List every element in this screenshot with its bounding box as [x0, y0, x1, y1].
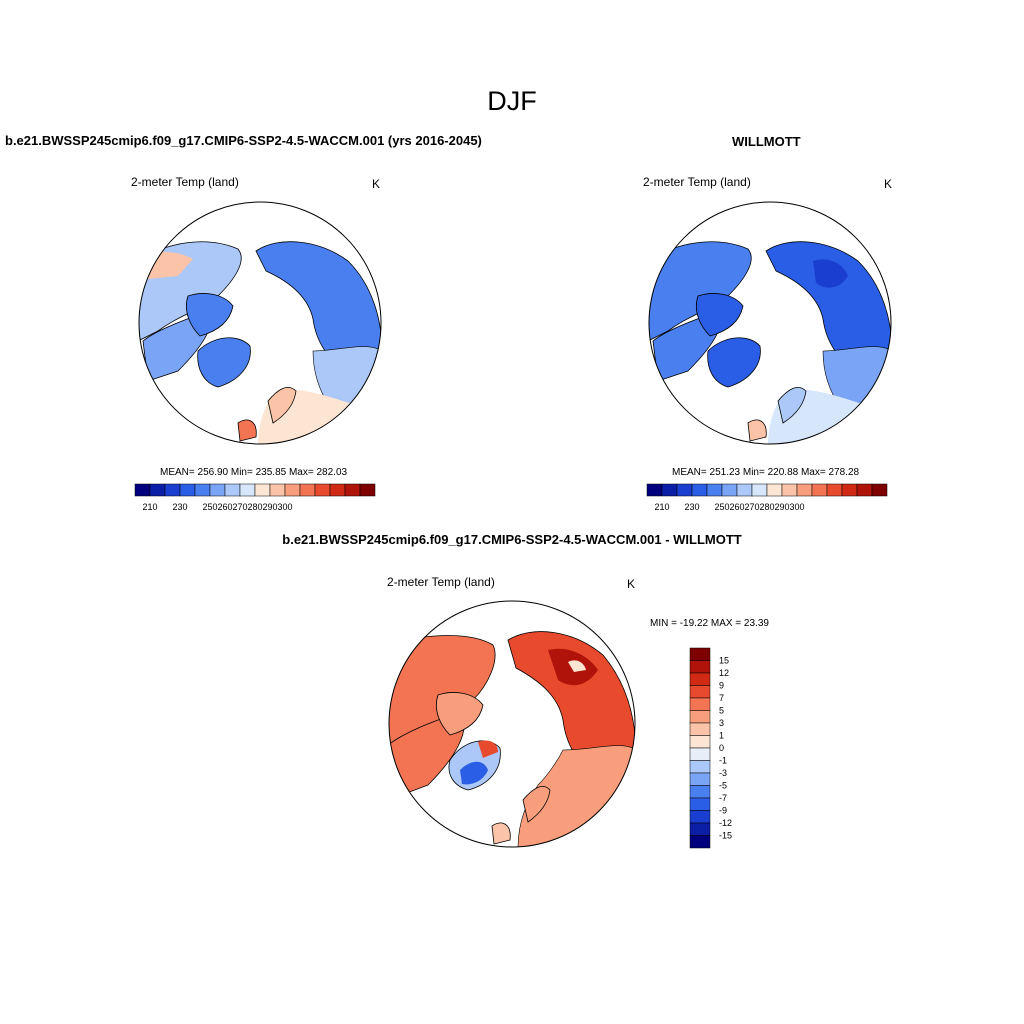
colorbar-cell [314, 483, 331, 497]
colorbar-tick-label: 260 [217, 502, 232, 512]
colorbar-cell [689, 785, 711, 799]
colorbar-tick-label: -9 [719, 806, 727, 816]
colorbar-cell [194, 483, 211, 497]
diff-panel-title: b.e21.BWSSP245cmip6.f09_g17.CMIP6-SSP2-4… [282, 532, 742, 547]
colorbar-tick-label: 300 [277, 502, 292, 512]
right-stats-label: MEAN= 251.23 Min= 220.88 Max= 278.28 [672, 467, 860, 478]
colorbar-cell [676, 483, 693, 497]
colorbar-tick-label: 5 [719, 706, 724, 716]
colorbar-cell [691, 483, 708, 497]
colorbar-cell [781, 483, 798, 497]
colorbar-tick-label: 210 [142, 502, 157, 512]
colorbar-tick-label: 280 [759, 502, 774, 512]
colorbar-cell [689, 685, 711, 699]
colorbar-cell [689, 722, 711, 736]
colorbar-cell [134, 483, 151, 497]
colorbar-cell [224, 483, 241, 497]
colorbar-tick-label: 15 [719, 656, 729, 666]
colorbar-tick-label: 9 [719, 681, 724, 691]
colorbar-tick-label: -5 [719, 781, 727, 791]
right-polar-map [648, 201, 892, 445]
colorbar-cell [689, 647, 711, 661]
colorbar-cell [344, 483, 361, 497]
colorbar-cell [661, 483, 678, 497]
diff-units-label: K [627, 577, 636, 591]
colorbar-cell [269, 483, 286, 497]
colorbar-tick-label: 7 [719, 693, 724, 703]
colorbar-cell [841, 483, 858, 497]
colorbar-tick-label: 12 [719, 668, 729, 678]
colorbar-cell [856, 483, 873, 497]
colorbar-tick-label: 270 [744, 502, 759, 512]
colorbar-cell [826, 483, 843, 497]
colorbar-cell [796, 483, 813, 497]
colorbar-tick-label: 250 [202, 502, 217, 512]
colorbar-cell [329, 483, 346, 497]
colorbar-cell [736, 483, 753, 497]
colorbar-tick-label: 270 [232, 502, 247, 512]
colorbar-cell [689, 697, 711, 711]
colorbar-tick-label: -12 [719, 818, 732, 828]
colorbar-tick-label: -15 [719, 831, 732, 841]
colorbar-cell [689, 672, 711, 686]
left-polar-map [138, 201, 382, 445]
colorbar-cell [689, 822, 711, 836]
colorbar-cell [646, 483, 663, 497]
colorbar-tick-label: 290 [774, 502, 789, 512]
colorbar-tick-label: 260 [729, 502, 744, 512]
colorbar-tick-label: 230 [684, 502, 699, 512]
diff-variable-label: 2-meter Temp (land) [387, 575, 495, 589]
colorbar-tick-label: -1 [719, 756, 727, 766]
colorbar-cell [871, 483, 888, 497]
right-units-label: K [884, 177, 893, 191]
diff-stats-label: MIN = -19.22 MAX = 23.39 [650, 618, 769, 629]
colorbar-cell [689, 735, 711, 749]
colorbar-cell [254, 483, 271, 497]
colorbar-cell [239, 483, 256, 497]
colorbar-tick-label: 230 [172, 502, 187, 512]
left-panel-title: b.e21.BWSSP245cmip6.f09_g17.CMIP6-SSP2-4… [5, 133, 482, 148]
colorbar-cell [811, 483, 828, 497]
right-variable-label: 2-meter Temp (land) [643, 175, 751, 189]
left-units-label: K [372, 177, 381, 191]
colorbar-cell [689, 760, 711, 774]
colorbar-cell [359, 483, 376, 497]
colorbar-tick-label: -3 [719, 768, 727, 778]
figure-title: DJF [487, 86, 537, 116]
colorbar-cell [689, 810, 711, 824]
left-variable-label: 2-meter Temp (land) [131, 175, 239, 189]
colorbar-tick-label: 1 [719, 731, 724, 741]
colorbar-tick-label: 250 [714, 502, 729, 512]
colorbar-cell [689, 710, 711, 724]
colorbar-cell [706, 483, 723, 497]
colorbar-cell [689, 747, 711, 761]
colorbar-cell [299, 483, 316, 497]
left-stats-label: MEAN= 256.90 Min= 235.85 Max= 282.03 [160, 467, 348, 478]
colorbar-cell [689, 660, 711, 674]
colorbar-cell [209, 483, 226, 497]
colorbar-tick-label: -7 [719, 793, 727, 803]
colorbar-cell [164, 483, 181, 497]
colorbar-cell [689, 772, 711, 786]
colorbar-cell [751, 483, 768, 497]
colorbar-cell [721, 483, 738, 497]
colorbar-cell [689, 797, 711, 811]
diff-polar-map [388, 600, 636, 848]
left-colorbar: 210 230 250 260 270 280 290 300 [134, 483, 376, 512]
right-panel-title: WILLMOTT [732, 134, 801, 149]
colorbar-tick-label: 3 [719, 718, 724, 728]
colorbar-tick-label: 280 [247, 502, 262, 512]
colorbar-cell [766, 483, 783, 497]
colorbar-tick-label: 0 [719, 743, 724, 753]
diff-colorbar: 15 12 9 7 5 3 1 0 -1 -3 -5 -7 -9 -12 -15 [689, 647, 732, 849]
colorbar-tick-label: 300 [789, 502, 804, 512]
colorbar-tick-label: 290 [262, 502, 277, 512]
colorbar-cell [284, 483, 301, 497]
colorbar-tick-label: 210 [654, 502, 669, 512]
right-colorbar: 210 230 250 260 270 280 290 300 [646, 483, 888, 512]
colorbar-cell [149, 483, 166, 497]
colorbar-cell [689, 835, 711, 849]
colorbar-cell [179, 483, 196, 497]
